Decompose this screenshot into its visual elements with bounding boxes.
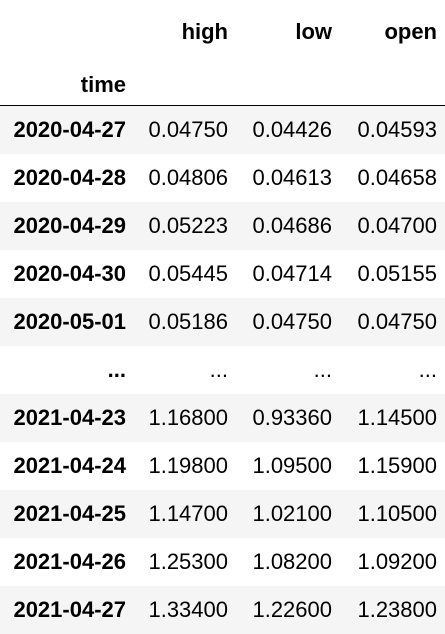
column-header-open: open bbox=[340, 0, 445, 64]
column-header-low: low bbox=[236, 0, 340, 64]
cell-open: 1.09200 bbox=[340, 538, 445, 586]
cell-high: 1.25300 bbox=[134, 538, 236, 586]
row-index-label: 2021-04-26 bbox=[0, 538, 134, 586]
index-name-label: time bbox=[0, 64, 134, 106]
index-name-row: time bbox=[0, 64, 445, 106]
row-index-label: 2020-04-29 bbox=[0, 202, 134, 250]
row-index-label: 2021-04-23 bbox=[0, 394, 134, 442]
table-row: ............ bbox=[0, 346, 445, 394]
cell-high: 0.05186 bbox=[134, 298, 236, 346]
cell-open: 0.04750 bbox=[340, 298, 445, 346]
row-index-label: 2021-04-24 bbox=[0, 442, 134, 490]
cell-high: 0.05445 bbox=[134, 250, 236, 298]
cell-low: ... bbox=[236, 346, 340, 394]
cell-low: 1.08200 bbox=[236, 538, 340, 586]
cell-open: 0.04593 bbox=[340, 106, 445, 155]
cell-open: 0.05155 bbox=[340, 250, 445, 298]
index-name-spacer bbox=[134, 64, 236, 106]
index-name-spacer bbox=[340, 64, 445, 106]
row-index-label: 2020-04-28 bbox=[0, 154, 134, 202]
row-index-label: 2020-05-01 bbox=[0, 298, 134, 346]
cell-high: 0.05223 bbox=[134, 202, 236, 250]
cell-open: 1.14500 bbox=[340, 394, 445, 442]
cell-high: 0.04750 bbox=[134, 106, 236, 155]
cell-high: 1.14700 bbox=[134, 490, 236, 538]
cell-low: 0.04686 bbox=[236, 202, 340, 250]
row-index-label: 2021-04-27 bbox=[0, 586, 134, 634]
cell-high: 1.16800 bbox=[134, 394, 236, 442]
cell-low: 0.93360 bbox=[236, 394, 340, 442]
row-index-label: 2021-04-25 bbox=[0, 490, 134, 538]
cell-open: 0.04700 bbox=[340, 202, 445, 250]
cell-high: 0.04806 bbox=[134, 154, 236, 202]
cell-open: ... bbox=[340, 346, 445, 394]
column-header-high: high bbox=[134, 0, 236, 64]
cell-low: 1.22600 bbox=[236, 586, 340, 634]
row-index-label: ... bbox=[0, 346, 134, 394]
table-header: high low open time bbox=[0, 0, 445, 106]
cell-low: 0.04613 bbox=[236, 154, 340, 202]
cell-low: 0.04426 bbox=[236, 106, 340, 155]
cell-open: 1.10500 bbox=[340, 490, 445, 538]
cell-open: 1.23800 bbox=[340, 586, 445, 634]
index-corner-cell bbox=[0, 0, 134, 64]
cell-low: 1.02100 bbox=[236, 490, 340, 538]
cell-low: 0.04750 bbox=[236, 298, 340, 346]
cell-open: 0.04658 bbox=[340, 154, 445, 202]
cell-low: 1.09500 bbox=[236, 442, 340, 490]
cell-high: ... bbox=[134, 346, 236, 394]
row-index-label: 2020-04-27 bbox=[0, 106, 134, 155]
cell-high: 1.19800 bbox=[134, 442, 236, 490]
column-header-row: high low open bbox=[0, 0, 445, 64]
cell-high: 1.33400 bbox=[134, 586, 236, 634]
row-index-label: 2020-04-30 bbox=[0, 250, 134, 298]
index-name-spacer bbox=[236, 64, 340, 106]
cell-open: 1.15900 bbox=[340, 442, 445, 490]
cell-low: 0.04714 bbox=[236, 250, 340, 298]
